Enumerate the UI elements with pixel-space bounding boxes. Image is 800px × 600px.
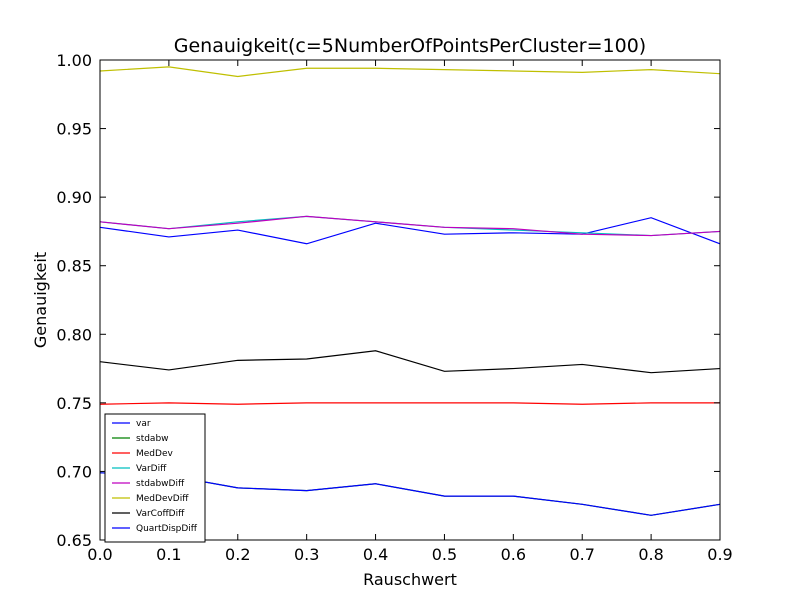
x-tick-label: 0.3 (294, 545, 319, 564)
x-tick-label: 0.2 (225, 545, 250, 564)
legend-box (104, 413, 206, 543)
legend-label-var: var (136, 419, 151, 429)
x-tick-label: 0.4 (363, 545, 388, 564)
series-line-var (99, 217, 721, 245)
series-line-meddev (99, 402, 720, 405)
y-axis-title: Genauigkeit (31, 252, 50, 348)
y-tick-label: 0.85 (56, 257, 92, 276)
legend-label-vardiff: VarDiff (136, 464, 167, 474)
x-tick-label: 0.0 (87, 545, 112, 564)
series-line-stdabwdiff (99, 215, 721, 237)
x-tick-label: 0.6 (501, 545, 526, 564)
chart-title: Genauigkeit(c=5NumberOfPointsPerCluster=… (174, 35, 646, 57)
legend-label-stdabwdiff: stdabwDiff (136, 479, 185, 489)
legend-label-meddevdiff: MedDevDiff (136, 494, 189, 504)
y-tick-label: 0.70 (56, 462, 92, 481)
series-line-varcoffdiff (99, 350, 721, 374)
y-tick-label: 0.90 (56, 188, 92, 207)
legend: var stdabw MedDev VarDiff stdabwDiff MedDevDi… (104, 413, 206, 543)
y-tick-label: 0.80 (56, 325, 92, 344)
y-tick-label: 0.65 (56, 531, 92, 550)
plot-frame (99, 59, 721, 541)
y-tick-label: 0.75 (56, 394, 92, 413)
series-line-vardiff (99, 215, 721, 237)
x-tick-label: 0.7 (569, 545, 594, 564)
x-tick-label: 0.9 (707, 545, 732, 564)
y-tick-label: 0.95 (56, 120, 92, 139)
legend-label-meddev: MedDev (136, 449, 173, 459)
x-tick-label: 0.8 (638, 545, 663, 564)
legend-label-stdabw: stdabw (136, 434, 169, 444)
axes-layer: 0.0 0.1 0.2 0.3 0.4 0.5 0.6 0.7 0.8 0.9 0.65 0.70 0.… (56, 51, 732, 564)
legend-label-quartdispdiff: QuartDispDiff (136, 524, 198, 534)
x-tick-label: 0.1 (156, 545, 181, 564)
x-axis-title: Rauschwert (363, 570, 457, 589)
series-line-meddevdiff (99, 66, 721, 78)
y-tick-label: 1.00 (56, 51, 92, 70)
legend-label-varcoffdiff: VarCoffDiff (136, 509, 185, 519)
x-tick-label: 0.5 (432, 545, 457, 564)
